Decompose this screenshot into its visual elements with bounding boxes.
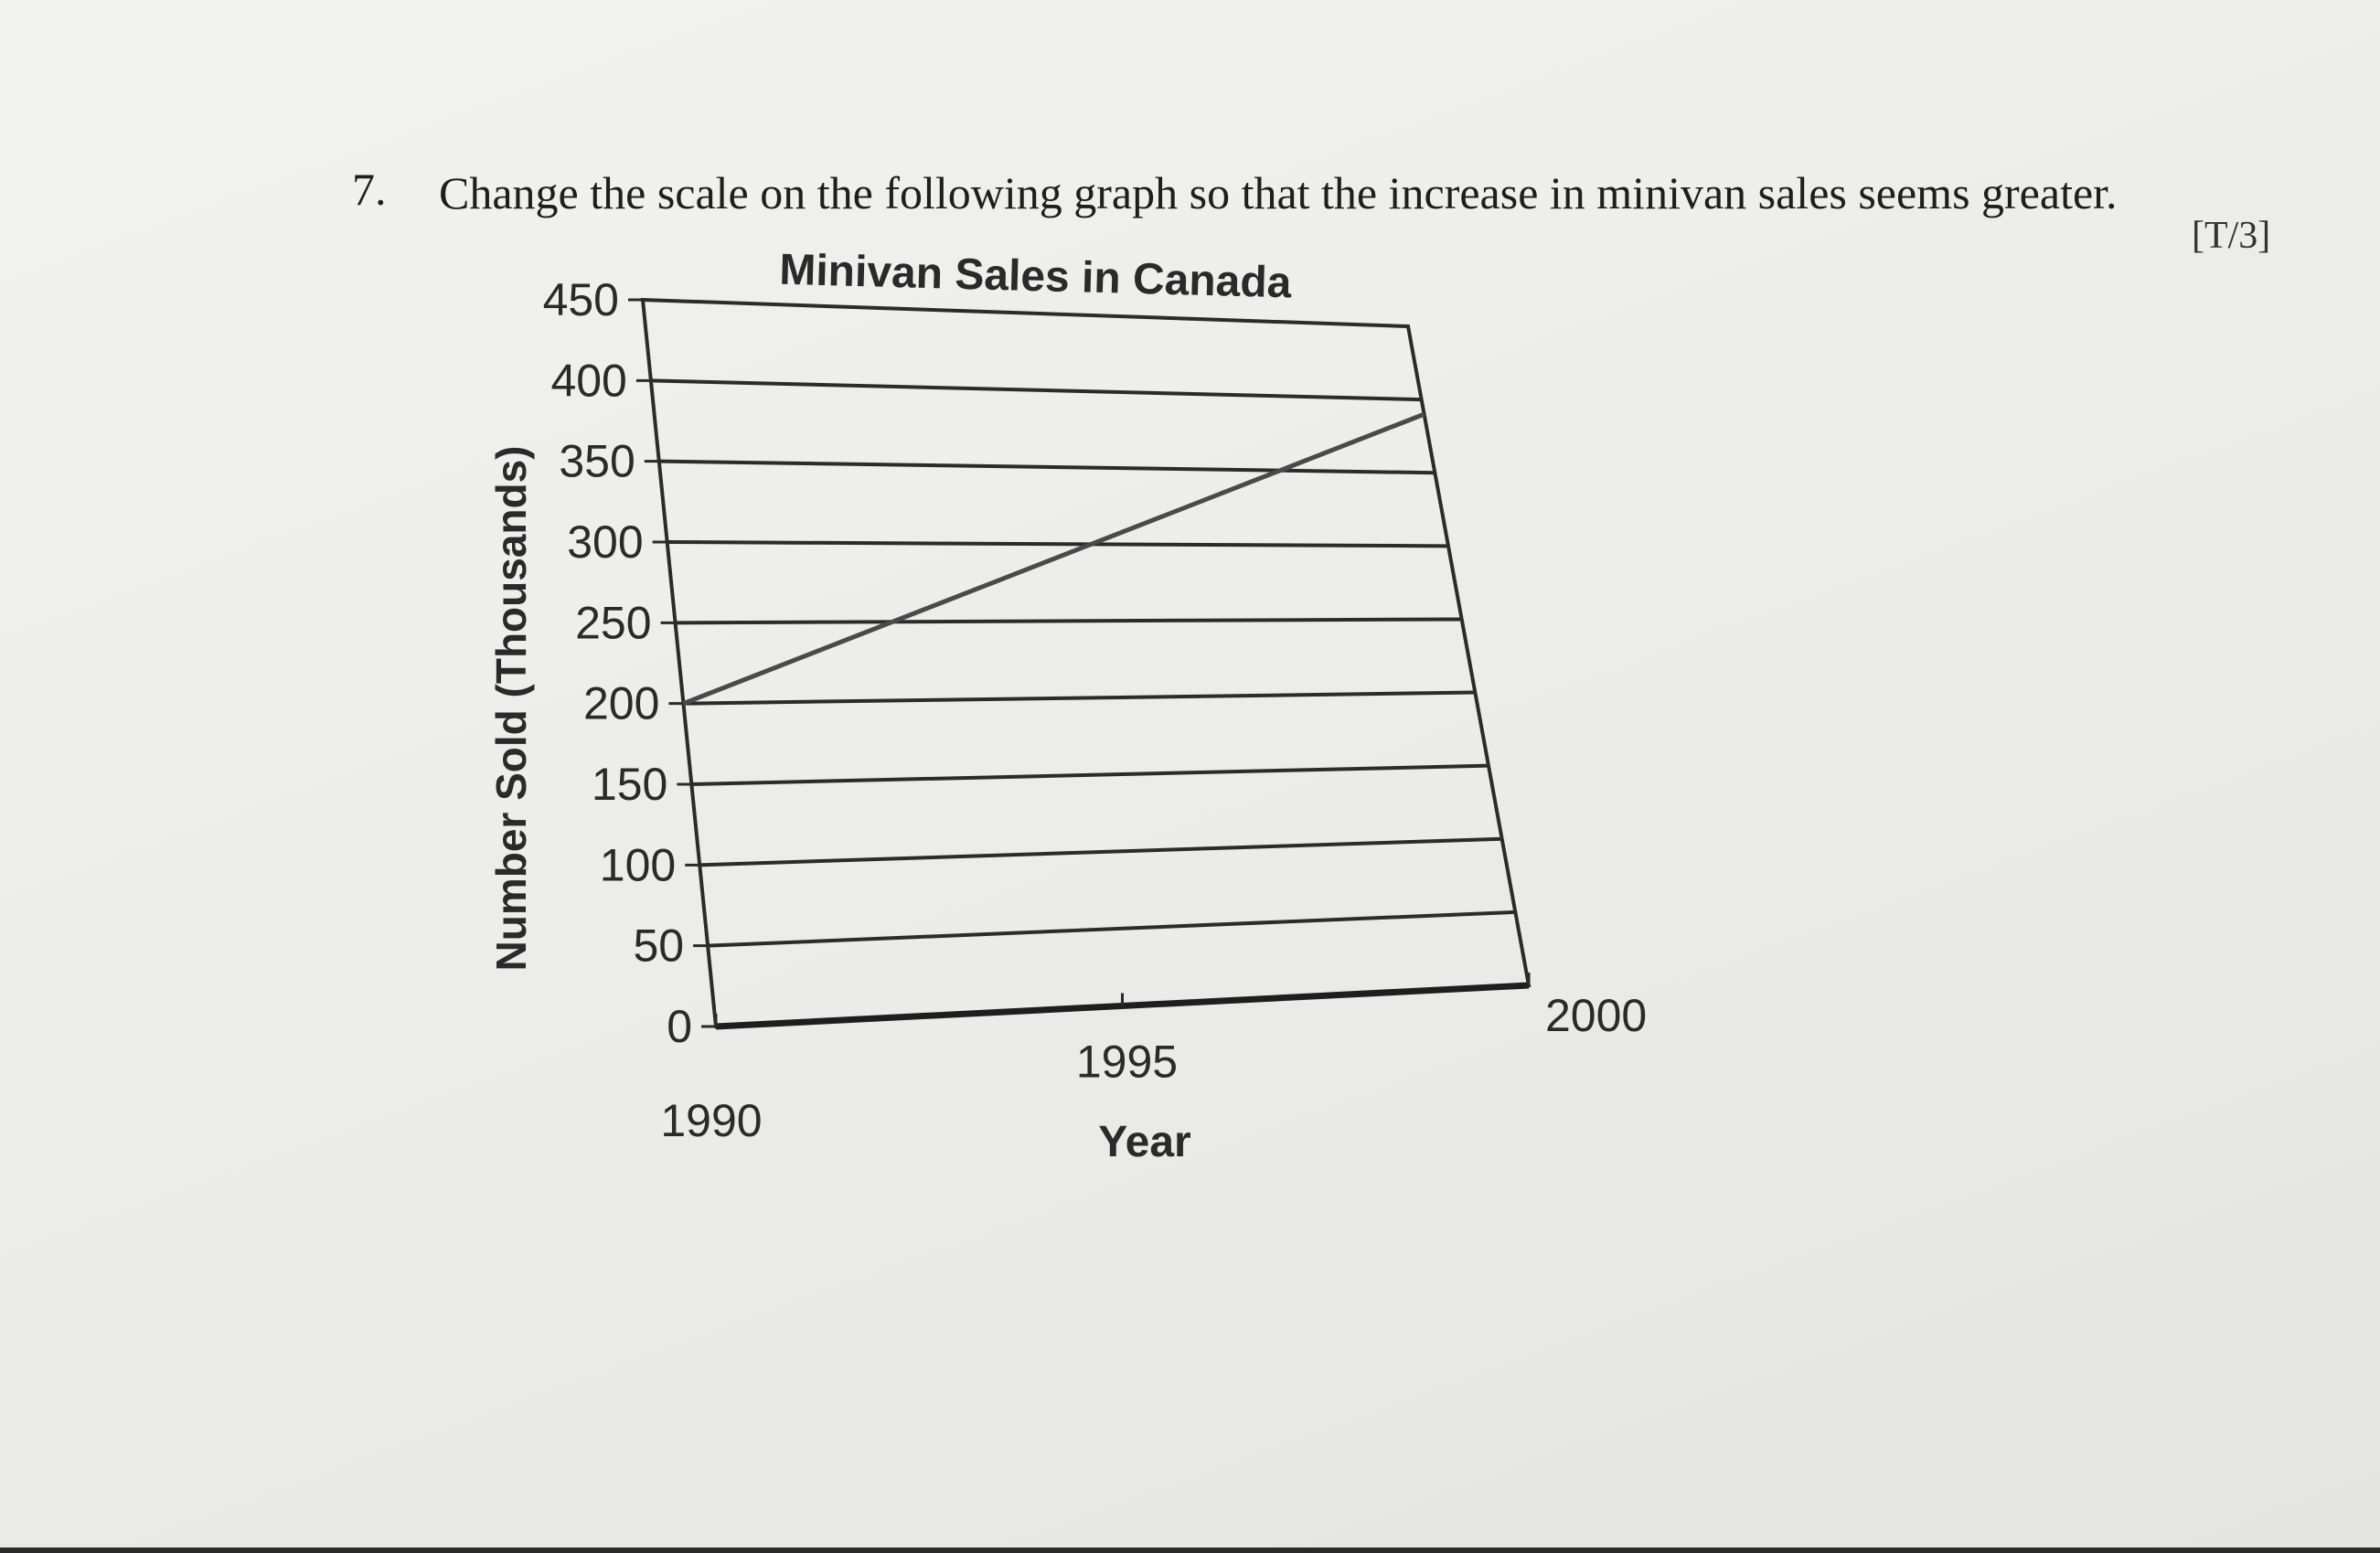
gridline-200 — [683, 690, 1476, 706]
gridlines — [650, 378, 1516, 948]
y-axis-label: Number Sold (Thousands) — [487, 446, 535, 972]
y-tick-label-350: 350 — [559, 436, 635, 487]
gridline-350 — [658, 459, 1435, 475]
gridline-150 — [691, 763, 1489, 786]
series-line-0 — [682, 411, 1425, 706]
x-tick-label-1990: 1990 — [660, 1095, 762, 1146]
gridline-400 — [650, 378, 1422, 402]
photo-bottom-edge — [0, 1548, 2380, 1553]
y-tick-label-250: 250 — [575, 597, 651, 648]
series-layer — [682, 411, 1425, 706]
y-tick-label-450: 450 — [543, 274, 619, 325]
question-text: Change the scale on the following graph … — [439, 167, 2118, 218]
x-tick-label-1995: 1995 — [1076, 1037, 1178, 1088]
y-tick-label-150: 150 — [592, 759, 667, 810]
y-tick-label-50: 50 — [633, 920, 684, 972]
gridline-50 — [708, 909, 1516, 948]
y-tick-labels: 0 50 100 150 200 250 300 350 400 450 — [543, 274, 716, 1052]
y-tick-label-200: 200 — [583, 678, 659, 729]
gridline-300 — [667, 540, 1449, 548]
gridline-250 — [675, 617, 1462, 625]
chart-title: Minivan Sales in Canada — [779, 246, 1293, 308]
x-axis-label: Year — [1098, 1118, 1190, 1166]
y-tick-label-300: 300 — [567, 516, 643, 568]
y-tick-label-0: 0 — [667, 1001, 692, 1052]
x-tick-labels: 1990 1995 2000 — [660, 973, 1647, 1146]
question-number: 7. — [352, 164, 387, 215]
gridline-100 — [699, 836, 1502, 867]
y-tick-label-400: 400 — [550, 355, 626, 406]
y-tick-label-100: 100 — [600, 839, 676, 890]
x-tick-label-2000: 2000 — [1545, 990, 1647, 1041]
question-marks: [T/3] — [2192, 215, 2271, 257]
